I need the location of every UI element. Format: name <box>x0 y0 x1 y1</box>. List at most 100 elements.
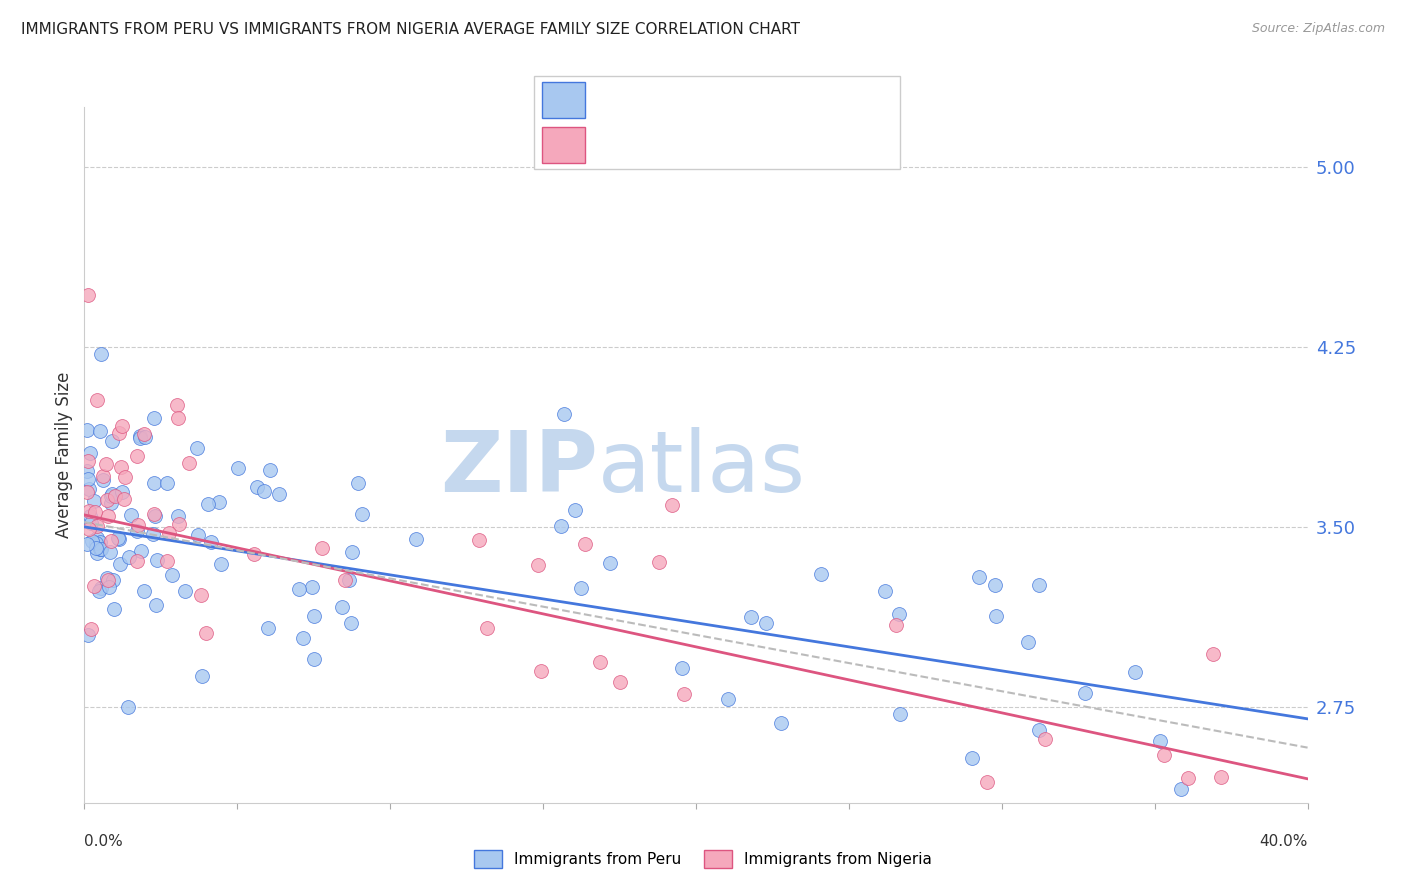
Point <box>145 553 167 567</box>
Point <box>1123 665 1146 679</box>
Point <box>101 434 124 448</box>
Point <box>97 580 120 594</box>
Point <box>259 463 281 477</box>
Point <box>77 504 100 518</box>
Point <box>127 449 149 463</box>
Point <box>103 602 125 616</box>
Point <box>967 570 990 584</box>
Point <box>190 588 212 602</box>
Point <box>1241 838 1264 853</box>
Point <box>142 507 165 521</box>
Point <box>257 621 280 635</box>
Point <box>79 446 101 460</box>
Point <box>145 599 167 613</box>
Point <box>76 453 98 467</box>
Point <box>1177 772 1199 786</box>
Point <box>242 547 264 561</box>
Point <box>810 567 832 582</box>
Point <box>91 469 114 483</box>
Point <box>527 558 550 572</box>
Point <box>76 537 98 551</box>
Point <box>86 546 108 560</box>
Point <box>269 487 291 501</box>
Point <box>200 534 222 549</box>
Point <box>553 407 575 421</box>
Point <box>960 751 983 765</box>
Point <box>671 661 693 675</box>
Point <box>1017 634 1039 648</box>
Point <box>100 533 122 548</box>
Point <box>107 531 129 545</box>
Point <box>569 582 592 596</box>
Text: R =: R = <box>596 136 633 154</box>
Point <box>1149 734 1171 748</box>
Point <box>96 493 118 508</box>
Point <box>209 558 232 572</box>
Point <box>79 509 101 524</box>
Point <box>132 426 155 441</box>
Text: R =: R = <box>596 91 633 109</box>
Point <box>177 457 200 471</box>
Point <box>740 610 762 624</box>
Point <box>101 574 124 588</box>
Point <box>301 580 323 594</box>
Point <box>167 516 190 531</box>
Point <box>769 716 792 731</box>
Point <box>120 508 142 522</box>
FancyBboxPatch shape <box>541 82 585 118</box>
Legend: Immigrants from Peru, Immigrants from Nigeria: Immigrants from Peru, Immigrants from Ni… <box>467 843 939 875</box>
Point <box>76 484 98 499</box>
FancyBboxPatch shape <box>541 128 585 163</box>
Point <box>100 496 122 510</box>
Point <box>134 584 156 599</box>
Point <box>128 429 150 443</box>
Point <box>1153 747 1175 762</box>
Point <box>90 542 112 557</box>
Point <box>187 528 209 542</box>
Point <box>186 441 208 455</box>
Point <box>77 287 100 301</box>
Point <box>77 472 100 486</box>
Point <box>1028 577 1050 591</box>
Point <box>672 687 695 701</box>
Point <box>292 631 315 645</box>
Point <box>166 398 188 412</box>
Text: atlas: atlas <box>598 427 806 510</box>
Point <box>76 424 98 438</box>
Point <box>111 418 134 433</box>
Point <box>98 545 121 559</box>
Point <box>82 533 104 548</box>
Point <box>550 519 572 533</box>
Point <box>157 525 180 540</box>
Point <box>89 534 111 549</box>
Point <box>1201 647 1223 661</box>
Point <box>83 579 105 593</box>
Text: ZIP: ZIP <box>440 427 598 510</box>
Point <box>156 476 179 491</box>
Point <box>1209 770 1232 784</box>
Point <box>89 542 111 557</box>
Text: Source: ZipAtlas.com: Source: ZipAtlas.com <box>1251 22 1385 36</box>
Point <box>84 541 107 555</box>
Point <box>156 554 179 568</box>
Point <box>195 625 218 640</box>
Point <box>117 700 139 714</box>
Point <box>110 460 132 475</box>
Point <box>108 532 131 546</box>
Text: N =: N = <box>747 136 783 154</box>
Point <box>167 508 190 523</box>
Point <box>887 607 910 621</box>
Point <box>208 494 231 508</box>
Point <box>143 411 166 425</box>
Point <box>245 480 267 494</box>
Point <box>191 669 214 683</box>
Text: -0.370: -0.370 <box>637 136 690 154</box>
Point <box>111 485 134 500</box>
Point <box>984 608 1007 623</box>
Point <box>339 573 361 587</box>
Point <box>112 492 135 507</box>
Point <box>304 609 326 624</box>
Point <box>84 505 107 519</box>
Point <box>100 489 122 503</box>
FancyBboxPatch shape <box>534 76 900 169</box>
